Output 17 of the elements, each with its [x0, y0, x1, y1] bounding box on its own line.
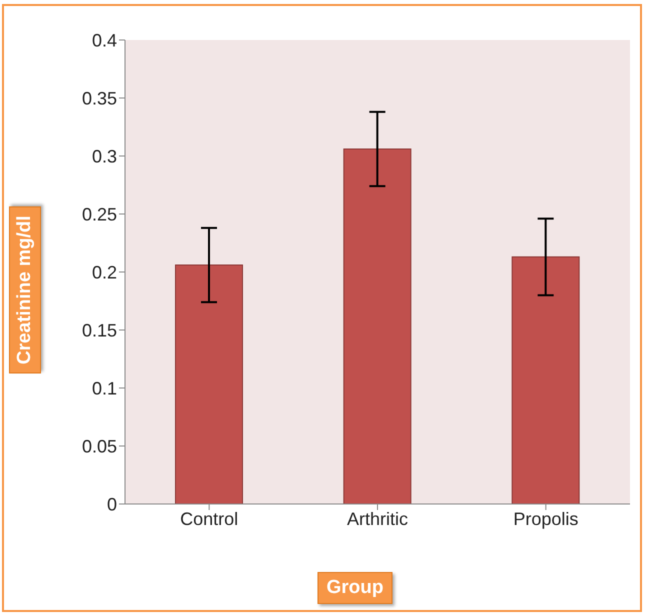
y-tick-label: 0	[106, 494, 117, 514]
x-tick-label: Arthritic	[346, 508, 408, 529]
y-tick-label: 0.1	[92, 378, 117, 398]
y-tick-label: 0.15	[82, 320, 117, 340]
y-axis-title: Creatinine mg/dl	[9, 206, 41, 374]
y-tick-label: 0.35	[82, 88, 117, 108]
bar	[343, 148, 412, 504]
y-tick-label: 0.4	[92, 30, 117, 50]
y-tick-label: 0.05	[82, 436, 117, 456]
y-tick-label: 0.3	[92, 146, 117, 166]
x-axis-title: Group	[318, 572, 392, 604]
y-tick-label: 0.25	[82, 204, 117, 224]
x-tick-label: Propolis	[513, 508, 578, 529]
x-tick-label: Control	[180, 508, 238, 529]
bar	[512, 256, 580, 504]
y-tick-label: 0.2	[92, 262, 117, 282]
bar	[175, 264, 243, 504]
